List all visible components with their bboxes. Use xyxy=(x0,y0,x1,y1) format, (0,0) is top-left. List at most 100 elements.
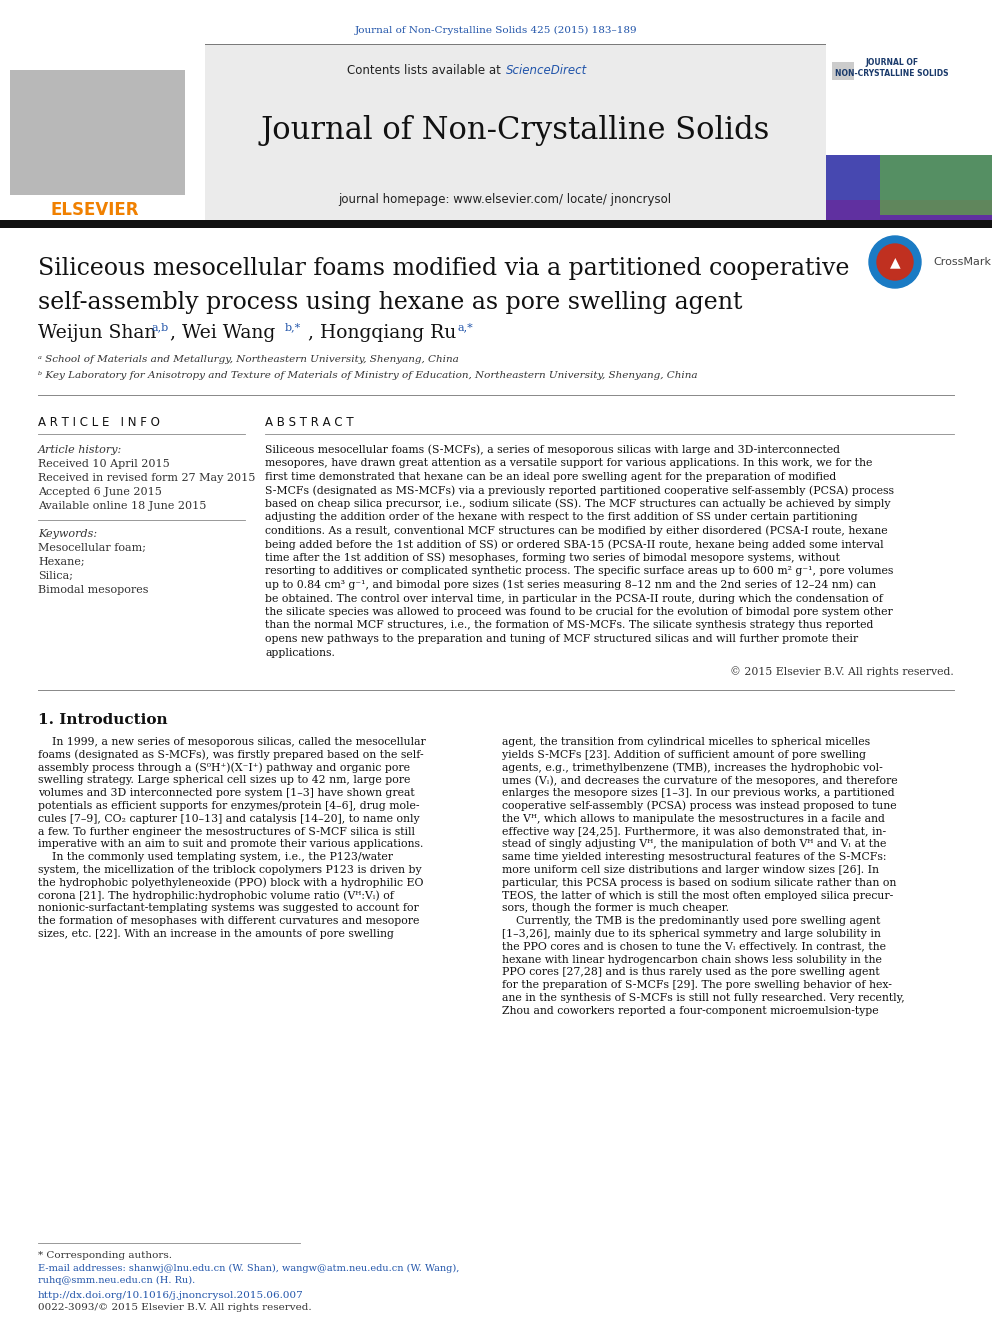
Text: PPO cores [27,28] and is thus rarely used as the pore swelling agent: PPO cores [27,28] and is thus rarely use… xyxy=(502,967,880,978)
Text: self-assembly process using hexane as pore swelling agent: self-assembly process using hexane as po… xyxy=(38,291,742,314)
Text: ane in the synthesis of S-MCFs is still not fully researched. Very recently,: ane in the synthesis of S-MCFs is still … xyxy=(502,994,905,1003)
Text: ruhq@smm.neu.edu.cn (H. Ru).: ruhq@smm.neu.edu.cn (H. Ru). xyxy=(38,1275,195,1285)
Text: Weijun Shan: Weijun Shan xyxy=(38,324,157,343)
Text: JOURNAL OF
NON-CRYSTALLINE SOLIDS: JOURNAL OF NON-CRYSTALLINE SOLIDS xyxy=(835,58,948,78)
Text: than the normal MCF structures, i.e., the formation of MS-MCFs. The silicate syn: than the normal MCF structures, i.e., th… xyxy=(265,620,873,631)
Text: 0022-3093/© 2015 Elsevier B.V. All rights reserved.: 0022-3093/© 2015 Elsevier B.V. All right… xyxy=(38,1303,311,1312)
Text: [1–3,26], mainly due to its spherical symmetry and large solubility in: [1–3,26], mainly due to its spherical sy… xyxy=(502,929,881,939)
Bar xyxy=(0,220,992,228)
Text: the hydrophobic polyethyleneoxide (PPO) block with a hydrophilic EO: the hydrophobic polyethyleneoxide (PPO) … xyxy=(38,877,424,888)
Text: agent, the transition from cylindrical micelles to spherical micelles: agent, the transition from cylindrical m… xyxy=(502,737,870,747)
Text: cules [7–9], CO₂ capturer [10–13] and catalysis [14–20], to name only: cules [7–9], CO₂ capturer [10–13] and ca… xyxy=(38,814,420,824)
Text: the PPO cores and is chosen to tune the Vₗ effectively. In contrast, the: the PPO cores and is chosen to tune the … xyxy=(502,942,886,951)
Bar xyxy=(880,155,992,216)
Text: for the preparation of S-MCFs [29]. The pore swelling behavior of hex-: for the preparation of S-MCFs [29]. The … xyxy=(502,980,892,990)
Text: Journal of Non-Crystalline Solids 425 (2015) 183–189: Journal of Non-Crystalline Solids 425 (2… xyxy=(355,25,637,34)
Text: © 2015 Elsevier B.V. All rights reserved.: © 2015 Elsevier B.V. All rights reserved… xyxy=(730,667,954,677)
Text: ᵇ Key Laboratory for Anisotropy and Texture of Materials of Ministry of Educatio: ᵇ Key Laboratory for Anisotropy and Text… xyxy=(38,372,697,381)
Bar xyxy=(832,62,854,79)
Text: mesopores, have drawn great attention as a versatile support for various applica: mesopores, have drawn great attention as… xyxy=(265,459,872,468)
Text: sors, though the former is much cheaper.: sors, though the former is much cheaper. xyxy=(502,904,729,913)
Text: ᵃ School of Materials and Metallurgy, Northeastern University, Shenyang, China: ᵃ School of Materials and Metallurgy, No… xyxy=(38,356,458,365)
Text: b,*: b,* xyxy=(285,321,302,332)
Text: a,*: a,* xyxy=(458,321,474,332)
Text: yields S-MCFs [23]. Addition of sufficient amount of pore swelling: yields S-MCFs [23]. Addition of sufficie… xyxy=(502,750,866,759)
Text: umes (Vₗ), and decreases the curvature of the mesopores, and therefore: umes (Vₗ), and decreases the curvature o… xyxy=(502,775,898,786)
Text: A B S T R A C T: A B S T R A C T xyxy=(265,415,353,429)
Text: the silicate species was allowed to proceed was found to be crucial for the evol: the silicate species was allowed to proc… xyxy=(265,607,893,617)
Text: sizes, etc. [22]. With an increase in the amounts of pore swelling: sizes, etc. [22]. With an increase in th… xyxy=(38,929,394,939)
Text: being added before the 1st addition of SS) or ordered SBA-15 (PCSA-II route, hex: being added before the 1st addition of S… xyxy=(265,540,884,550)
Text: E-mail addresses: shanwj@lnu.edu.cn (W. Shan), wangw@atm.neu.edu.cn (W. Wang),: E-mail addresses: shanwj@lnu.edu.cn (W. … xyxy=(38,1263,459,1273)
Text: In the commonly used templating system, i.e., the P123/water: In the commonly used templating system, … xyxy=(38,852,393,863)
Bar xyxy=(826,44,992,155)
Text: hexane with linear hydrogencarbon chain shows less solubility in the: hexane with linear hydrogencarbon chain … xyxy=(502,955,882,964)
Text: Siliceous mesocellular foams (S-MCFs), a series of mesoporous silicas with large: Siliceous mesocellular foams (S-MCFs), a… xyxy=(265,445,840,455)
Text: S-MCFs (designated as MS-MCFs) via a previously reported partitioned cooperative: S-MCFs (designated as MS-MCFs) via a pre… xyxy=(265,486,894,496)
Text: , Hongqiang Ru: , Hongqiang Ru xyxy=(308,324,456,343)
Bar xyxy=(0,44,205,220)
Text: same time yielded interesting mesostructural features of the S-MCFs:: same time yielded interesting mesostruct… xyxy=(502,852,887,863)
Text: * Corresponding authors.: * Corresponding authors. xyxy=(38,1250,172,1259)
Text: based on cheap silica precursor, i.e., sodium silicate (SS). The MCF structures : based on cheap silica precursor, i.e., s… xyxy=(265,499,891,509)
Text: CrossMark: CrossMark xyxy=(933,257,991,267)
Text: ELSEVIER: ELSEVIER xyxy=(51,201,139,220)
Text: first time demonstrated that hexane can be an ideal pore swelling agent for the : first time demonstrated that hexane can … xyxy=(265,472,836,482)
Text: foams (designated as S-MCFs), was firstly prepared based on the self-: foams (designated as S-MCFs), was firstl… xyxy=(38,750,424,761)
Text: Received in revised form 27 May 2015: Received in revised form 27 May 2015 xyxy=(38,474,255,483)
Text: conditions. As a result, conventional MCF structures can be modified by either d: conditions. As a result, conventional MC… xyxy=(265,525,888,536)
Text: Article history:: Article history: xyxy=(38,445,122,455)
Text: Silica;: Silica; xyxy=(38,572,73,581)
Text: particular, this PCSA process is based on sodium silicate rather than on: particular, this PCSA process is based o… xyxy=(502,877,897,888)
Text: assembly process through a (S⁰H⁺)(X⁻I⁺) pathway and organic pore: assembly process through a (S⁰H⁺)(X⁻I⁺) … xyxy=(38,762,410,773)
Text: a,b: a,b xyxy=(151,321,169,332)
Text: effective way [24,25]. Furthermore, it was also demonstrated that, in-: effective way [24,25]. Furthermore, it w… xyxy=(502,827,886,836)
Text: more uniform cell size distributions and larger window sizes [26]. In: more uniform cell size distributions and… xyxy=(502,865,879,875)
Text: swelling strategy. Large spherical cell sizes up to 42 nm, large pore: swelling strategy. Large spherical cell … xyxy=(38,775,411,786)
Text: Zhou and coworkers reported a four-component microemulsion-type: Zhou and coworkers reported a four-compo… xyxy=(502,1005,879,1016)
Bar xyxy=(0,44,992,220)
Text: Journal of Non-Crystalline Solids: Journal of Non-Crystalline Solids xyxy=(260,115,770,146)
Text: Siliceous mesocellular foams modified via a partitioned cooperative: Siliceous mesocellular foams modified vi… xyxy=(38,257,849,279)
Text: nonionic-surfactant-templating systems was suggested to account for: nonionic-surfactant-templating systems w… xyxy=(38,904,419,913)
Text: the Vᴴ, which allows to manipulate the mesostructures in a facile and: the Vᴴ, which allows to manipulate the m… xyxy=(502,814,885,824)
Text: Received 10 April 2015: Received 10 April 2015 xyxy=(38,459,170,468)
Bar xyxy=(10,70,185,194)
Text: ScienceDirect: ScienceDirect xyxy=(506,64,587,77)
Text: system, the micellization of the triblock copolymers P123 is driven by: system, the micellization of the tribloc… xyxy=(38,865,422,875)
Text: the formation of mesophases with different curvatures and mesopore: the formation of mesophases with differe… xyxy=(38,917,420,926)
Text: Mesocellular foam;: Mesocellular foam; xyxy=(38,542,146,553)
Text: Accepted 6 June 2015: Accepted 6 June 2015 xyxy=(38,487,162,497)
Text: ▲: ▲ xyxy=(890,255,901,269)
Text: A R T I C L E   I N F O: A R T I C L E I N F O xyxy=(38,415,160,429)
Text: http://dx.doi.org/10.1016/j.jnoncrysol.2015.06.007: http://dx.doi.org/10.1016/j.jnoncrysol.2… xyxy=(38,1290,304,1299)
Text: agents, e.g., trimethylbenzene (TMB), increases the hydrophobic vol-: agents, e.g., trimethylbenzene (TMB), in… xyxy=(502,762,883,773)
Text: be obtained. The control over interval time, in particular in the PCSA-II route,: be obtained. The control over interval t… xyxy=(265,594,883,603)
Bar xyxy=(826,155,992,220)
Text: cooperative self-assembly (PCSA) process was instead proposed to tune: cooperative self-assembly (PCSA) process… xyxy=(502,800,897,811)
Text: Keywords:: Keywords: xyxy=(38,529,97,538)
Text: 1. Introduction: 1. Introduction xyxy=(38,713,168,728)
Bar xyxy=(826,155,992,200)
Text: a few. To further engineer the mesostructures of S-MCF silica is still: a few. To further engineer the mesostruc… xyxy=(38,827,415,836)
Text: imperative with an aim to suit and promote their various applications.: imperative with an aim to suit and promo… xyxy=(38,839,424,849)
Text: journal homepage: www.elsevier.com/ locate/ jnoncrysol: journal homepage: www.elsevier.com/ loca… xyxy=(338,193,672,206)
Text: stead of singly adjusting Vᴴ, the manipulation of both Vᴴ and Vₗ at the: stead of singly adjusting Vᴴ, the manipu… xyxy=(502,839,887,849)
Text: time after the 1st addition of SS) mesophases, forming two series of bimodal mes: time after the 1st addition of SS) mesop… xyxy=(265,553,840,564)
Text: Bimodal mesopores: Bimodal mesopores xyxy=(38,585,149,595)
Text: TEOS, the latter of which is still the most often employed silica precur-: TEOS, the latter of which is still the m… xyxy=(502,890,893,901)
Text: Contents lists available at: Contents lists available at xyxy=(347,64,505,77)
Text: In 1999, a new series of mesoporous silicas, called the mesocellular: In 1999, a new series of mesoporous sili… xyxy=(38,737,426,747)
Text: potentials as efficient supports for enzymes/protein [4–6], drug mole-: potentials as efficient supports for enz… xyxy=(38,800,420,811)
Text: up to 0.84 cm³ g⁻¹, and bimodal pore sizes (1st series measuring 8–12 nm and the: up to 0.84 cm³ g⁻¹, and bimodal pore siz… xyxy=(265,579,876,590)
Circle shape xyxy=(869,235,921,288)
Bar xyxy=(826,44,992,220)
Text: , Wei Wang: , Wei Wang xyxy=(170,324,275,343)
Bar xyxy=(10,70,185,194)
Text: Hexane;: Hexane; xyxy=(38,557,84,568)
Text: Currently, the TMB is the predominantly used pore swelling agent: Currently, the TMB is the predominantly … xyxy=(502,917,880,926)
Text: adjusting the addition order of the hexane with respect to the first addition of: adjusting the addition order of the hexa… xyxy=(265,512,858,523)
Text: volumes and 3D interconnected pore system [1–3] have shown great: volumes and 3D interconnected pore syste… xyxy=(38,789,415,798)
Text: enlarges the mesopore sizes [1–3]. In our previous works, a partitioned: enlarges the mesopore sizes [1–3]. In ou… xyxy=(502,789,895,798)
Text: applications.: applications. xyxy=(265,647,335,658)
